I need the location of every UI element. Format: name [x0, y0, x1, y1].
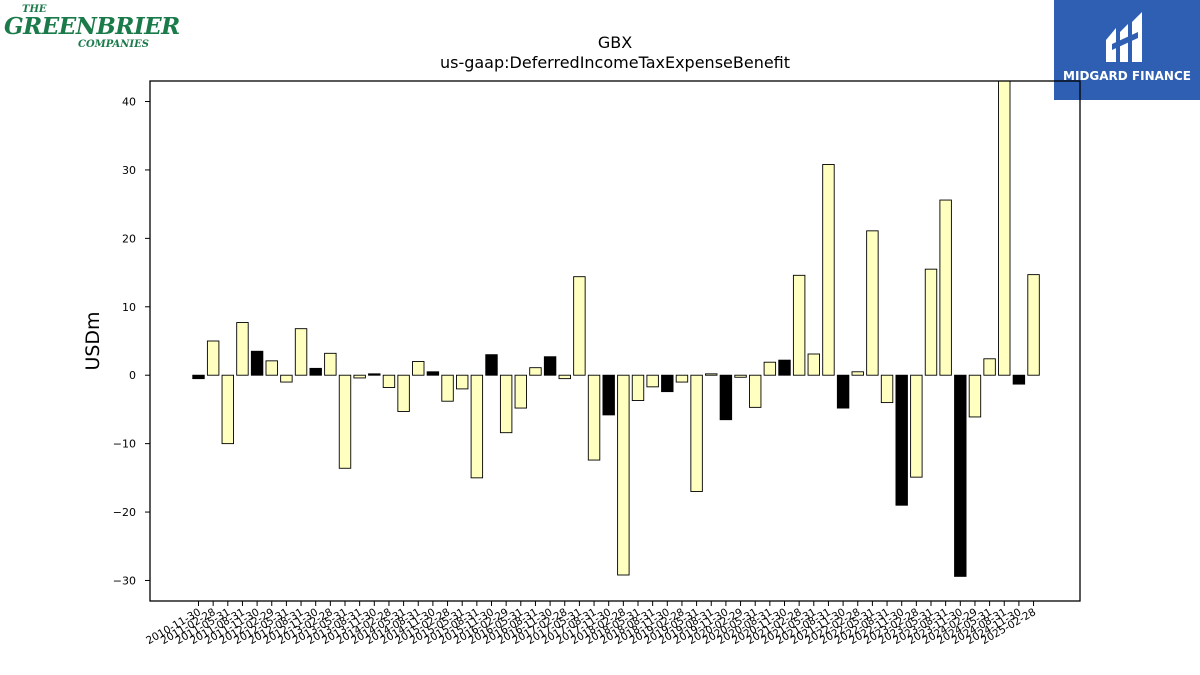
bar-2013-02-28 — [324, 352, 337, 376]
bar-2016-05-31 — [514, 374, 527, 409]
bar-2017-05-31 — [573, 276, 586, 376]
bar-2018-05-31 — [631, 374, 645, 401]
y-axis-label: USDm — [82, 311, 104, 370]
bar-2020-11-30 — [778, 359, 791, 376]
bar-2019-11-30 — [719, 374, 733, 421]
bar-2017-08-31 — [587, 374, 601, 461]
chart-subtitle: us-gaap:DeferredIncomeTaxExpenseBenefit — [440, 53, 790, 72]
y-tick-label: 0 — [129, 369, 136, 382]
bar-2021-05-31 — [807, 353, 820, 376]
bar-2017-02-28 — [558, 374, 571, 380]
y-tick-label: 40 — [122, 96, 136, 109]
bar-2010-11-30 — [192, 374, 205, 380]
bar-2012-08-31 — [294, 328, 308, 376]
midgard-brand-text: MIDGARD FINANCE — [1063, 69, 1191, 83]
bar-2025-02-28 — [1027, 274, 1040, 376]
bar-2014-02-28 — [382, 374, 396, 388]
bar-2023-02-28 — [910, 374, 923, 478]
logo-the-text: THE — [22, 4, 47, 15]
bar-2013-08-31 — [353, 374, 366, 379]
bar-2013-05-31 — [338, 374, 352, 469]
bar-2011-05-31 — [221, 374, 235, 445]
chart-title: GBX — [598, 33, 632, 52]
bar-2018-08-31 — [646, 374, 659, 388]
bar-2019-02-28 — [675, 374, 689, 383]
bar-2024-08-31 — [998, 80, 1011, 376]
bar-2024-05-31 — [983, 358, 996, 376]
bar-2020-02-29 — [734, 374, 747, 378]
bar-2018-11-30 — [661, 374, 674, 393]
bar-2023-08-31 — [939, 199, 952, 376]
bar-2023-11-30 — [954, 374, 967, 577]
bar-2020-08-31 — [763, 361, 777, 376]
bar-2022-02-28 — [851, 371, 864, 376]
y-tick-label: 20 — [122, 232, 136, 245]
bar-2019-05-31 — [690, 374, 703, 492]
bar-2013-11-30 — [368, 373, 381, 376]
bar-2024-11-30 — [1012, 374, 1026, 385]
bar-2022-05-31 — [866, 230, 879, 376]
bar-2016-02-29 — [499, 374, 513, 434]
bar-2011-02-28 — [206, 340, 220, 376]
bar-2015-02-28 — [441, 374, 454, 402]
bar-2019-08-31 — [705, 373, 718, 376]
bar-2011-08-31 — [236, 322, 249, 376]
bar-2022-11-30 — [895, 374, 908, 506]
bar-2016-11-30 — [543, 356, 557, 376]
bar-2012-02-29 — [265, 360, 278, 376]
bar-2012-05-31 — [280, 374, 293, 383]
y-tick-label: −20 — [113, 506, 136, 519]
y-tick-label: 10 — [122, 301, 136, 314]
bar-2014-05-31 — [397, 374, 410, 412]
bar-2021-02-28 — [792, 274, 806, 376]
bar-2021-08-31 — [822, 164, 835, 376]
greenbrier-logo: THE GREENBRIER COMPANIES — [4, 4, 180, 52]
bar-2020-05-31 — [749, 374, 762, 408]
bar-2023-05-31 — [924, 268, 938, 376]
y-tick-label: −10 — [113, 438, 136, 451]
y-axis: −30 −20 −10 0 10 20 30 40 — [113, 96, 150, 587]
bar-2012-11-30 — [309, 367, 322, 376]
bar-2014-11-30 — [426, 371, 440, 376]
plot-frame — [149, 80, 1081, 602]
midgard-mark-icon — [1106, 12, 1142, 62]
bar-2015-08-31 — [470, 374, 484, 479]
bar-2022-08-31 — [880, 374, 894, 404]
bar-2015-05-31 — [456, 374, 469, 390]
bars-group — [192, 80, 1040, 577]
logo-main-text: GREENBRIER — [4, 13, 180, 40]
midgard-finance-logo: MIDGARD FINANCE — [1054, 0, 1200, 100]
bar-2017-11-30 — [602, 374, 615, 416]
bar-2024-02-29 — [968, 374, 982, 418]
x-axis: 2010-11-302011-02-282011-05-312011-08-31… — [144, 601, 1038, 647]
bar-2016-08-31 — [529, 367, 542, 376]
y-tick-label: 30 — [122, 164, 136, 177]
y-tick-label: −30 — [113, 574, 136, 587]
bar-2021-11-30 — [836, 374, 850, 409]
bar-2014-08-31 — [412, 361, 425, 376]
bar-2011-11-30 — [250, 350, 264, 376]
logo-sub-text: COMPANIES — [78, 39, 149, 50]
bar-2015-11-30 — [485, 354, 498, 376]
bar-2018-02-28 — [617, 374, 630, 576]
